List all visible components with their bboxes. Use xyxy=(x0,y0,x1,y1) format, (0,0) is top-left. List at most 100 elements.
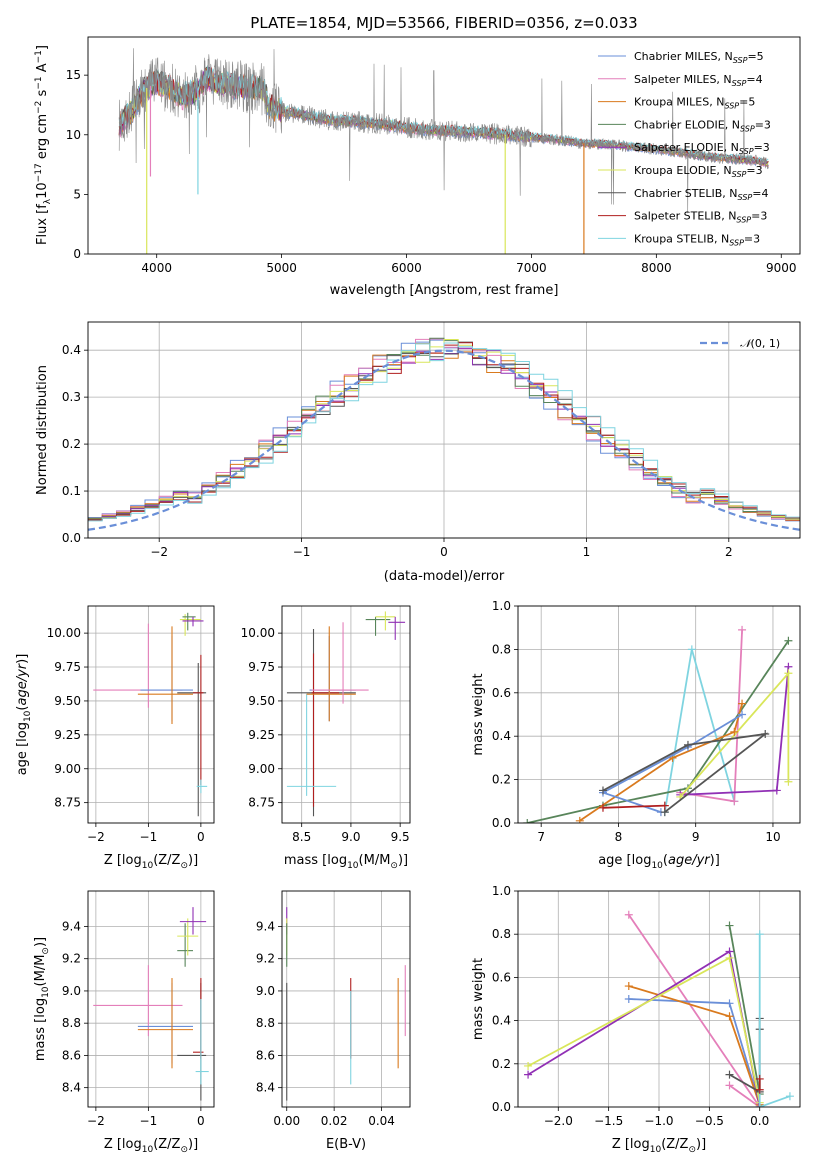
legend-entry: Chabrier STELIB, NSSP=4 xyxy=(634,187,768,202)
weight-z-point-marker xyxy=(624,910,633,919)
mass-ebv-xtick-label: 0.02 xyxy=(321,1114,348,1128)
weight-age-point-marker xyxy=(784,777,793,786)
mass-z-ytick-label: 9.2 xyxy=(62,952,81,966)
weight-z-point-marker xyxy=(524,1070,533,1079)
weight-age-point-marker xyxy=(523,819,532,823)
weight-z-point-marker xyxy=(755,1074,764,1083)
weight-z-series-line xyxy=(527,956,761,1103)
age-mass-ytick-label: 9.25 xyxy=(248,728,275,742)
weight-z-series-line xyxy=(527,950,761,1107)
weight-z-ytick-label: 0.0 xyxy=(492,1100,511,1114)
age-z-xlabel: Z [log10(Z/Z⊙)] xyxy=(104,853,198,871)
weight-age-frame xyxy=(517,605,801,824)
legend-entry: Salpeter MILES, NSSP=4 xyxy=(634,73,763,88)
weight-vs-metallicity-panel: −2.0 −1.5 −1.0 −0.5 0.0 0.0 0.2 0.4 0.6 0.8 1.0 Z [… xyxy=(471,884,801,1155)
age-z-ytick-label: 9.50 xyxy=(54,694,81,708)
age-mass-ytick-label: 9.00 xyxy=(248,762,275,776)
mass-z-ytick-label: 8.6 xyxy=(62,1048,81,1062)
weight-vs-age-panel: 7 8 9 10 0.0 0.2 0.4 0.6 0.8 1.0 age [log10(age/yr… xyxy=(471,599,801,871)
weight-age-xtick-label: 8 xyxy=(615,830,623,844)
weight-age-point-marker xyxy=(730,797,739,806)
mass-ebv-ytick-label: 9.0 xyxy=(256,984,275,998)
histogram-xtick-label: 1 xyxy=(583,545,591,559)
weight-age-ytick-label: 0.2 xyxy=(492,773,511,787)
mass-vs-metallicity-panel: −2 −1 0 8.4 8.6 8.8 9.0 9.2 9.4 Z [log10(Z/Z⊙)] ma… xyxy=(33,890,215,1155)
weight-age-point-marker xyxy=(784,669,793,678)
weight-age-ytick-label: 1.0 xyxy=(492,599,511,613)
mass-ebv-ytick-label: 9.4 xyxy=(256,919,275,933)
histogram-xlabel: (data-model)/error xyxy=(384,569,505,584)
histogram-ytick-label: 0.0 xyxy=(62,531,81,545)
legend-entry: Salpeter STELIB, NSSP=3 xyxy=(634,210,767,225)
weight-age-ytick-label: 0.4 xyxy=(492,729,511,743)
histogram-ytick-label: 0.4 xyxy=(62,343,81,357)
weight-age-plot-area xyxy=(523,625,793,823)
weight-z-series-line xyxy=(728,925,761,1095)
spectrum-plot-area xyxy=(118,48,769,254)
weight-age-point-marker xyxy=(738,699,747,708)
spectrum-xtick-label: 8000 xyxy=(641,261,672,275)
weight-age-point-marker xyxy=(761,730,770,739)
weight-age-point-marker xyxy=(575,816,584,823)
age-mass-plot-area xyxy=(286,611,406,817)
legend-entry: Salpeter ELODIE, NSSP=3 xyxy=(634,141,770,156)
spectrum-xlabel: wavelength [Angstrom, rest frame] xyxy=(330,283,559,298)
weight-age-ytick-label: 0.0 xyxy=(492,816,511,830)
mass-z-frame xyxy=(87,890,215,1108)
spectrum-ylabel: Flux [fλ10−17 erg cm−2 s−1 A−1] xyxy=(34,45,53,245)
age-z-plot-area xyxy=(93,612,208,817)
age-z-ytick-label: 9.00 xyxy=(54,762,81,776)
mass-vs-ebv-panel: 0.00 0.02 0.04 8.4 8.6 8.8 9.0 9.2 9.4 E(B-V) xyxy=(256,890,411,1152)
mass-ebv-ytick-label: 8.6 xyxy=(256,1048,275,1062)
spectrum-panel: 4000 5000 6000 7000 8000 9000 0 5 10 15 wavelength… xyxy=(34,36,801,298)
weight-z-point-marker xyxy=(725,1070,734,1079)
weight-z-xtick-label: −2.0 xyxy=(544,1114,573,1128)
weight-age-series-line xyxy=(600,713,743,813)
weight-age-point-marker xyxy=(683,740,692,749)
histogram-plot-area xyxy=(88,337,800,531)
age-z-frame xyxy=(87,605,215,824)
mass-ebv-xlabel: E(B-V) xyxy=(326,1137,366,1152)
residual-histogram-panel: −2 −1 0 1 2 0.0 0.1 0.2 0.3 0.4 (data-model)/error… xyxy=(35,321,801,584)
age-vs-metallicity-panel: −2 −1 0 8.75 9.00 9.25 9.50 9.75 10.00 Z [log10(Z… xyxy=(15,605,215,871)
weight-z-xlabel: Z [log10(Z/Z⊙)] xyxy=(612,1137,706,1155)
weight-age-ylabel: mass weight xyxy=(471,673,486,755)
weight-age-point-marker xyxy=(784,636,793,645)
weight-age-point-marker xyxy=(738,625,747,634)
legend-entry: Kroupa STELIB, NSSP=3 xyxy=(634,232,760,247)
spectrum-xtick-label: 4000 xyxy=(141,261,172,275)
histogram-frame xyxy=(87,321,801,539)
weight-z-point-marker xyxy=(624,982,633,991)
chart-title: PLATE=1854, MJD=53566, FIBERID=0356, z=0… xyxy=(250,14,637,32)
weight-z-plot-area xyxy=(524,910,794,1107)
weight-z-point-marker xyxy=(624,995,633,1003)
weight-z-point-marker xyxy=(725,921,734,930)
weight-z-point-marker xyxy=(785,1092,794,1101)
weight-age-point-marker xyxy=(687,645,696,654)
mass-ebv-ytick-label: 9.2 xyxy=(256,952,275,966)
histogram-ytick-label: 0.2 xyxy=(62,437,81,451)
age-mass-xtick-label: 8.5 xyxy=(292,830,311,844)
age-z-ytick-label: 9.25 xyxy=(54,728,81,742)
weight-z-ytick-label: 0.8 xyxy=(492,927,511,941)
weight-age-xtick-label: 10 xyxy=(765,830,780,844)
weight-z-point-marker xyxy=(725,1012,734,1021)
histogram-xtick-label: −1 xyxy=(293,545,311,559)
weight-age-point-marker xyxy=(730,727,739,736)
weight-z-series-line xyxy=(758,934,791,1107)
mass-z-ylabel: mass [log10(M/M⊙)] xyxy=(33,937,51,1061)
age-vs-mass-panel: 8.5 9.0 9.5 8.75 9.00 9.25 9.50 9.75 10.00 mass [… xyxy=(241,605,411,871)
weight-age-xtick-label: 7 xyxy=(537,830,545,844)
weight-z-ytick-label: 1.0 xyxy=(492,884,511,898)
spectrum-xtick-label: 9000 xyxy=(766,261,797,275)
histogram-step xyxy=(88,339,800,522)
spectrum-ytick-label: 5 xyxy=(73,187,81,201)
weight-z-point-marker xyxy=(725,953,734,962)
mass-z-ytick-label: 8.8 xyxy=(62,1016,81,1030)
weight-age-xtick-label: 9 xyxy=(692,830,700,844)
legend-entry: Chabrier ELODIE, NSSP=3 xyxy=(634,118,771,133)
legend-normal-label: 𝒩(0, 1) xyxy=(740,337,780,350)
histogram-ytick-label: 0.3 xyxy=(62,390,81,404)
age-z-xtick-label: −1 xyxy=(140,830,158,844)
